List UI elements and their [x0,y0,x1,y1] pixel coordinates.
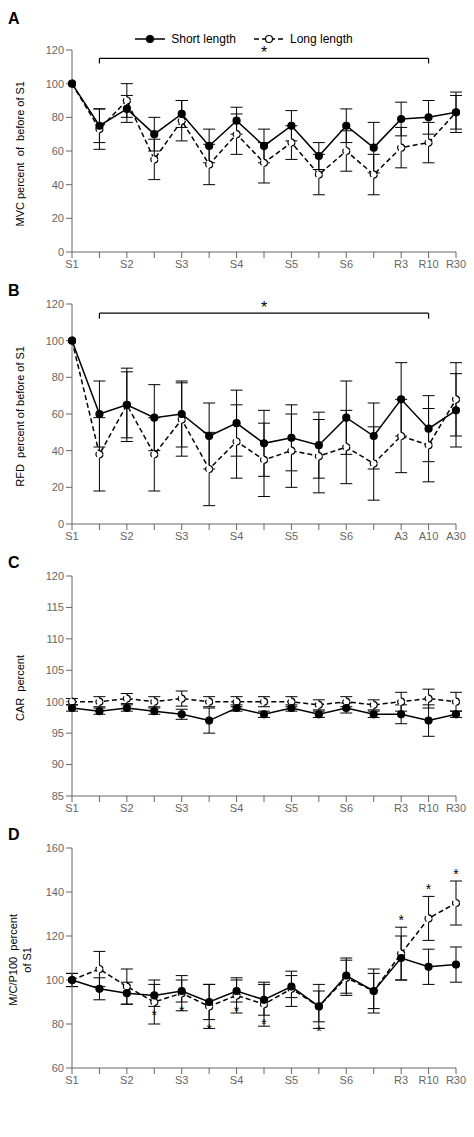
svg-text:S5: S5 [285,258,298,270]
svg-text:160: 160 [46,842,64,854]
svg-text:R30: R30 [446,1074,466,1086]
svg-text:100: 100 [46,335,64,347]
svg-text:S2: S2 [120,802,133,814]
svg-text:80: 80 [52,371,64,383]
html-text:Short length: Short length [171,32,236,46]
html-text:MVC percent of before of S1: MVC percent of before of S1 [13,81,26,227]
html-text:CAR percent: CAR percent [13,655,26,721]
svg-text:80: 80 [52,1018,64,1030]
svg-text:R10: R10 [418,258,438,270]
svg-text:S2: S2 [120,530,133,542]
html-text:D: D [8,826,20,843]
svg-text:60: 60 [52,1062,64,1074]
html-text:B: B [8,282,20,299]
svg-text:90: 90 [52,758,64,770]
svg-text:A10: A10 [419,530,439,542]
svg-text:*: * [398,912,404,928]
svg-text:120: 120 [46,930,64,942]
svg-text:40: 40 [52,179,64,191]
svg-text:R3: R3 [394,258,408,270]
svg-text:S4: S4 [230,1074,243,1086]
svg-text:S2: S2 [120,1074,133,1086]
svg-text:60: 60 [52,408,64,420]
svg-text:S4: S4 [230,802,243,814]
svg-text:R3: R3 [394,1074,408,1086]
html-text:Long length: Long length [290,32,353,46]
svg-text:S1: S1 [65,802,78,814]
svg-text:S5: S5 [285,530,298,542]
svg-text:*: * [316,1023,322,1039]
svg-text:S4: S4 [230,258,243,270]
svg-text:100: 100 [46,78,64,90]
html-text:RFD percent of before of S1: RFD percent of before of S1 [13,345,26,487]
svg-text:80: 80 [52,111,64,123]
svg-text:A30: A30 [446,530,466,542]
svg-text:A3: A3 [394,530,407,542]
svg-text:120: 120 [46,44,64,56]
svg-text:40: 40 [52,445,64,457]
svg-text:S6: S6 [340,802,353,814]
svg-text:0: 0 [58,246,64,258]
svg-text:20: 20 [52,212,64,224]
html-text:M/C/P100 percent of S1: M/C/P100 percent of S1 [6,914,33,1006]
svg-text:S5: S5 [285,1074,298,1086]
svg-text:R3: R3 [394,802,408,814]
svg-text:95: 95 [52,727,64,739]
svg-text:20: 20 [52,481,64,493]
svg-text:*: * [234,1003,240,1019]
svg-text:*: * [261,1016,267,1032]
svg-text:*: * [426,881,432,897]
svg-text:0: 0 [58,518,64,530]
svg-text:S2: S2 [120,258,133,270]
svg-text:*: * [152,1007,158,1023]
html-text:A: A [8,10,20,27]
svg-text:R30: R30 [446,258,466,270]
svg-text:S1: S1 [65,258,78,270]
svg-text:105: 105 [46,664,64,676]
svg-text:110: 110 [46,633,64,645]
svg-text:S3: S3 [175,258,188,270]
svg-text:140: 140 [46,886,64,898]
svg-text:100: 100 [46,974,64,986]
svg-text:85: 85 [52,790,64,802]
svg-text:115: 115 [46,601,64,613]
html-text:C: C [8,554,20,571]
svg-text:*: * [261,44,267,61]
svg-text:S6: S6 [340,258,353,270]
svg-text:R10: R10 [418,1074,438,1086]
svg-text:S5: S5 [285,802,298,814]
svg-text:S3: S3 [175,802,188,814]
svg-text:R10: R10 [418,802,438,814]
svg-text:120: 120 [46,298,64,310]
svg-text:S3: S3 [175,1074,188,1086]
svg-text:S1: S1 [65,1074,78,1086]
svg-text:S4: S4 [230,530,243,542]
svg-text:120: 120 [46,570,64,582]
svg-text:S3: S3 [175,530,188,542]
svg-text:60: 60 [52,145,64,157]
svg-text:S6: S6 [340,1074,353,1086]
svg-text:S6: S6 [340,530,353,542]
svg-text:100: 100 [46,696,64,708]
svg-text:*: * [206,1021,212,1037]
svg-text:R30: R30 [446,802,466,814]
svg-text:*: * [261,299,267,316]
svg-text:*: * [453,866,459,882]
svg-text:*: * [179,1003,185,1019]
svg-text:S1: S1 [65,530,78,542]
